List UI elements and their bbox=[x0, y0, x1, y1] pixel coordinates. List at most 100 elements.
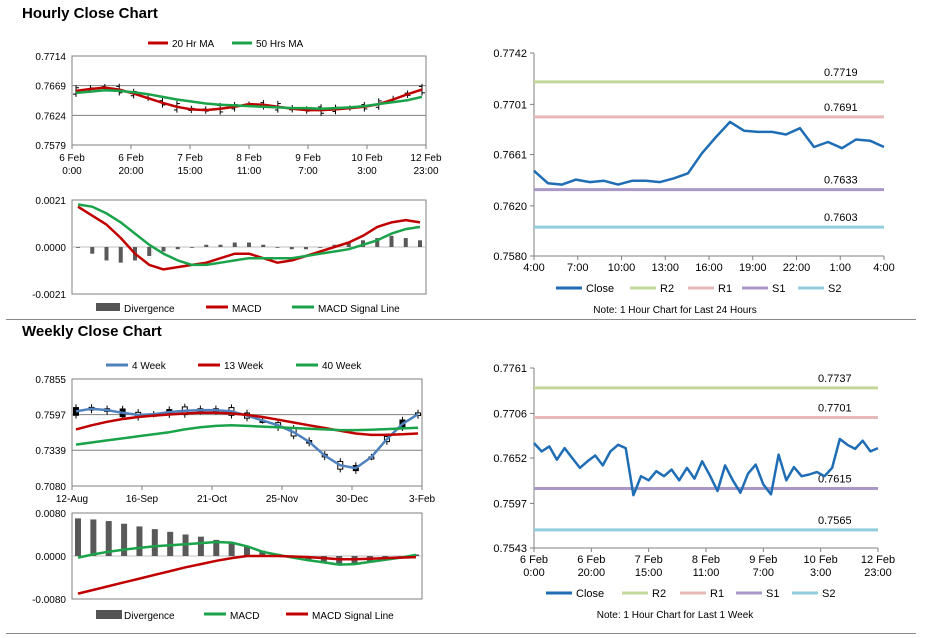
divergence-bar bbox=[90, 247, 95, 254]
x-tick-label: 12-Aug bbox=[56, 494, 88, 505]
legend-label-13-week: 13 Week bbox=[224, 361, 264, 372]
x-tick-label: 0:00 bbox=[523, 567, 544, 579]
x-tick-label: 7 Feb bbox=[635, 554, 663, 566]
x-tick-label: 7 Feb bbox=[177, 153, 203, 164]
ma-13-week-line bbox=[75, 411, 419, 437]
x-tick-label: 15:00 bbox=[177, 166, 202, 177]
x-tick-label: 6 Feb bbox=[520, 554, 548, 566]
y-tick-label: 0.7652 bbox=[493, 453, 527, 465]
x-tick-label: 6 Feb bbox=[59, 153, 85, 164]
x-tick-label: 7:00 bbox=[567, 262, 588, 274]
divergence-bar bbox=[118, 247, 123, 263]
level-value-r2: 0.7719 bbox=[824, 67, 858, 79]
legend-label-20hr-ma: 20 Hr MA bbox=[172, 39, 215, 50]
divergence-bar bbox=[104, 247, 109, 261]
y-tick-label: 0.7669 bbox=[35, 82, 66, 93]
x-tick-label: 9 Feb bbox=[295, 153, 321, 164]
legend-label-r2: R2 bbox=[660, 283, 674, 295]
x-tick-label: 8 Feb bbox=[692, 554, 720, 566]
x-tick-label: 16:00 bbox=[695, 262, 723, 274]
x-tick-label: 10:00 bbox=[608, 262, 636, 274]
y-tick-label: 0.0000 bbox=[35, 552, 66, 563]
macd-line bbox=[77, 205, 421, 271]
y-tick-label: 0.7543 bbox=[493, 543, 527, 555]
weekly-levels-chart: 0.7761 0.7706 0.7652 0.7597 0.7543 0.7737 0.77… bbox=[493, 363, 895, 621]
divergence-bar bbox=[190, 247, 194, 248]
x-tick-label: 11:00 bbox=[693, 567, 720, 579]
plot-frame bbox=[71, 378, 423, 487]
divergence-bar bbox=[218, 244, 223, 247]
x-tick-label: 16-Sep bbox=[126, 494, 159, 505]
level-value-s2: 0.7603 bbox=[824, 212, 858, 224]
x-tick-label: 20:00 bbox=[578, 567, 606, 579]
x-tick-label: 7:00 bbox=[298, 166, 318, 177]
hourly-levels-chart: 0.7742 0.7701 0.7661 0.7620 0.7580 0.7719 0.76… bbox=[493, 48, 894, 316]
divergence-bar bbox=[121, 523, 128, 556]
legend-label-close: Close bbox=[576, 588, 604, 600]
y-tick-label: 0.7701 bbox=[493, 99, 527, 111]
legend-swatch-divergence bbox=[96, 610, 122, 619]
macd-signal-line bbox=[77, 554, 417, 595]
x-tick-label: 3-Feb bbox=[409, 494, 436, 505]
y-tick-label: 0.7080 bbox=[35, 482, 66, 493]
divergence-bar bbox=[204, 244, 209, 247]
x-tick-label: 6 Feb bbox=[118, 153, 144, 164]
divergence-bar bbox=[76, 247, 80, 248]
plot-frame bbox=[71, 55, 427, 146]
y-tick-label: 0.7742 bbox=[493, 48, 527, 60]
divergence-bar bbox=[389, 235, 394, 247]
divergence-bar bbox=[289, 247, 294, 250]
x-tick-label: 20:00 bbox=[118, 166, 143, 177]
weekly-price-chart: 4 Week 13 Week 40 Week 0.7855 0.7597 0.733… bbox=[35, 361, 436, 505]
y-tick-label: -0.0021 bbox=[32, 290, 66, 301]
legend-label-divergence: Divergence bbox=[124, 611, 175, 622]
x-tick-label: 23:00 bbox=[413, 166, 438, 177]
legend-label-s2: S2 bbox=[822, 588, 835, 600]
y-tick-label: 0.7855 bbox=[35, 375, 66, 386]
y-tick-label: 0.7624 bbox=[35, 111, 66, 122]
y-tick-label: 0.7580 bbox=[493, 251, 527, 263]
y-tick-label: 0.7620 bbox=[493, 201, 527, 213]
hourly-macd-chart: 0.0021 0.0000 -0.0021 Divergence MACD MACD… bbox=[32, 196, 427, 315]
x-tick-label: 8 Feb bbox=[236, 153, 262, 164]
divergence-bar bbox=[147, 247, 152, 256]
weekly-macd-chart: 0.0080 0.0000 -0.0080 Divergence MACD MACD… bbox=[32, 509, 423, 622]
y-tick-label: 0.7706 bbox=[493, 408, 527, 420]
macd-line bbox=[77, 540, 417, 566]
x-tick-label: 0:00 bbox=[62, 166, 82, 177]
level-value-r2: 0.7737 bbox=[818, 373, 852, 385]
level-value-s2: 0.7565 bbox=[818, 515, 852, 527]
macd-signal-line bbox=[77, 203, 421, 267]
divergence-bar bbox=[403, 238, 408, 247]
x-tick-label: 30-Dec bbox=[336, 494, 368, 505]
divergence-bar bbox=[244, 546, 250, 556]
ma-50hrs-line bbox=[75, 89, 423, 110]
level-value-r1: 0.7701 bbox=[818, 403, 852, 415]
legend-label-r1: R1 bbox=[710, 588, 724, 600]
divergence-bar bbox=[167, 531, 174, 556]
legend-label-s2: S2 bbox=[828, 283, 841, 295]
divergence-bar bbox=[151, 529, 158, 556]
divergence-bar bbox=[161, 247, 166, 252]
divergence-bar bbox=[418, 240, 422, 247]
divergence-bar bbox=[375, 238, 380, 247]
divergence-bar bbox=[213, 539, 220, 556]
divergence-bar bbox=[75, 518, 81, 556]
x-tick-label: 15:00 bbox=[635, 567, 663, 579]
x-tick-label: 1:00 bbox=[830, 262, 851, 274]
legend-label-4-week: 4 Week bbox=[132, 361, 167, 372]
y-tick-label: -0.0080 bbox=[32, 595, 66, 606]
level-value-s1: 0.7633 bbox=[824, 175, 858, 187]
x-tick-label: 7:00 bbox=[753, 567, 774, 579]
legend-label-macd-signal: MACD Signal Line bbox=[312, 611, 394, 622]
x-tick-label: 25-Nov bbox=[266, 494, 298, 505]
legend-label-s1: S1 bbox=[766, 588, 779, 600]
bottom-divider bbox=[6, 633, 916, 634]
divergence-bar bbox=[275, 247, 280, 248]
weekly-levels-note: Note: 1 Hour Chart for Last 1 Week bbox=[597, 610, 755, 621]
hourly-price-chart: 20 Hr MA 50 Hrs MA 0.7714 0.7669 0.7624 0.7… bbox=[35, 39, 442, 177]
legend-label-50hrs-ma: 50 Hrs MA bbox=[256, 39, 304, 50]
ma-40-week-line bbox=[75, 424, 419, 446]
y-tick-label: 0.7339 bbox=[35, 446, 66, 457]
divergence-bar bbox=[175, 247, 180, 250]
